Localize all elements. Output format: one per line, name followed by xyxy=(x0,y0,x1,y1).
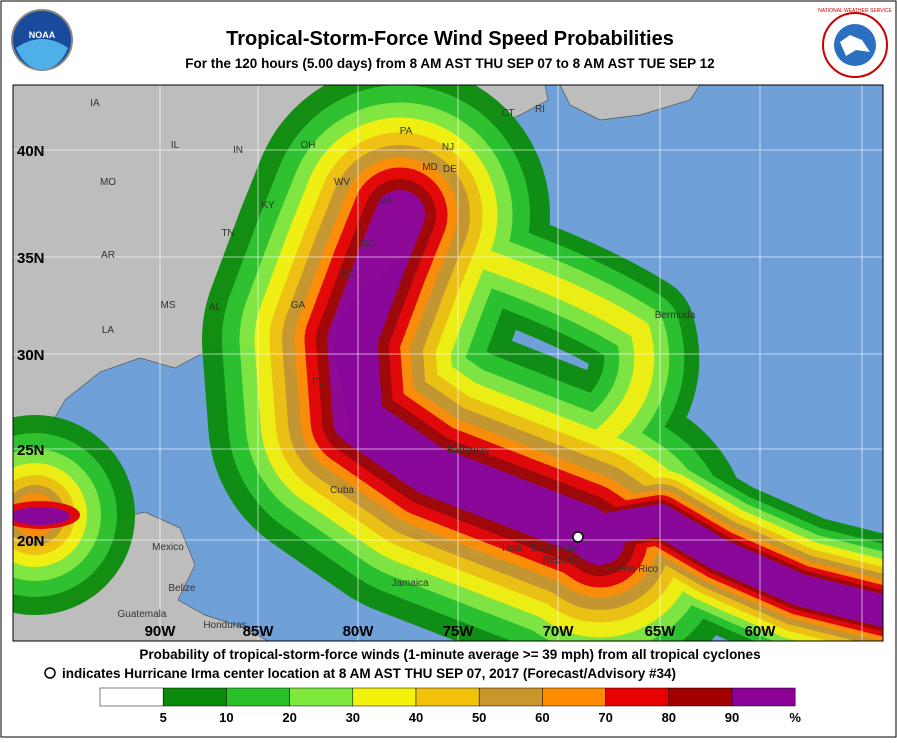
longitude-label: 80W xyxy=(343,623,375,640)
place-label: LA xyxy=(102,325,115,336)
title: Tropical-Storm-Force Wind Speed Probabil… xyxy=(226,28,674,50)
longitude-label: 75W xyxy=(443,623,475,640)
swath-band xyxy=(327,190,625,565)
legend-label: 80 xyxy=(662,710,676,725)
place-label: CT xyxy=(501,108,514,119)
place-label: MD xyxy=(422,162,438,173)
latitude-label: 40N xyxy=(17,143,45,160)
place-label: RI xyxy=(535,104,545,115)
place-label: AL xyxy=(209,302,222,313)
legend-swatch xyxy=(668,687,733,707)
place-label: IL xyxy=(171,140,180,151)
legend-swatch xyxy=(352,687,417,707)
noaa-logo: NOAA xyxy=(11,9,73,71)
latitude-label: 30N xyxy=(17,347,45,364)
legend-label: 50 xyxy=(472,710,486,725)
place-label: Guatemala xyxy=(118,609,167,620)
place-label: VA xyxy=(380,196,393,207)
place-label: IN xyxy=(233,145,243,156)
legend-label: 30 xyxy=(346,710,360,725)
place-label: IA xyxy=(90,98,100,109)
place-label: Dominican xyxy=(531,543,578,554)
longitude-label: 90W xyxy=(145,623,177,640)
latitude-label: 20N xyxy=(17,533,45,550)
place-label: NC xyxy=(361,239,375,250)
place-label: Bahamas xyxy=(447,445,489,456)
place-label: Mexico xyxy=(152,542,184,553)
latitude-label: 35N xyxy=(17,250,45,267)
legend-swatch xyxy=(226,687,290,707)
graticule xyxy=(13,85,883,641)
place-label: PA xyxy=(400,126,413,137)
swath-band xyxy=(400,225,655,460)
place-label: Haiti xyxy=(502,543,522,554)
place-label: Jamaica xyxy=(391,578,429,589)
longitude-label: 85W xyxy=(243,623,275,640)
legend-label: 5 xyxy=(160,710,167,725)
center-symbol xyxy=(44,667,56,679)
place-label: NJ xyxy=(442,142,454,153)
place-label: DE xyxy=(443,164,457,175)
place-label: Belize xyxy=(168,583,196,594)
nws-logo: NATIONAL WEATHER SERVICE xyxy=(818,8,893,78)
legend-swatch xyxy=(99,687,164,707)
legend-label: 90 xyxy=(725,710,739,725)
place-label: MO xyxy=(100,177,116,188)
place-label: Honduras xyxy=(203,620,246,631)
legend: 5 10 20 30 40 50 60 70 80 90% xyxy=(99,687,801,725)
place-label: SC xyxy=(341,269,355,280)
longitude-label: 65W xyxy=(645,623,677,640)
place-label: GA xyxy=(291,300,306,311)
logo-text: NATIONAL WEATHER SERVICE xyxy=(818,8,892,14)
legend-swatch xyxy=(415,687,480,707)
legend-swatch xyxy=(478,687,543,707)
legend-swatch xyxy=(605,687,670,707)
storm-center xyxy=(572,531,584,543)
place-label: TN xyxy=(221,228,234,239)
swath-band xyxy=(13,507,70,525)
legend-label: 70 xyxy=(598,710,612,725)
place-label: MS xyxy=(161,300,176,311)
place-label: Puerto Rico xyxy=(606,564,659,575)
subtitle: For the 120 hours (5.00 days) from 8 AM … xyxy=(185,56,714,71)
legend-unit: % xyxy=(789,710,801,725)
legend-label: 10 xyxy=(219,710,233,725)
probability-swaths xyxy=(13,85,883,641)
place-label: Bermuda xyxy=(655,310,696,321)
legend-swatch xyxy=(542,687,606,707)
caption: Probability of tropical-storm-force wind… xyxy=(139,647,760,662)
legend-swatch xyxy=(731,687,796,707)
map-border xyxy=(12,84,884,642)
caption: indicates Hurricane Irma center location… xyxy=(62,666,676,681)
swath-band xyxy=(584,504,883,628)
logo-text: NOAA xyxy=(29,30,56,40)
longitude-label: 70W xyxy=(543,623,575,640)
place-label: WV xyxy=(334,177,350,188)
legend-label: 60 xyxy=(535,710,549,725)
latitude-label: 25N xyxy=(17,442,45,459)
place-label: Republic xyxy=(543,555,582,566)
legend-label: 40 xyxy=(409,710,423,725)
place-label: Cuba xyxy=(330,485,354,496)
place-label: OH xyxy=(301,140,316,151)
legend-label: 20 xyxy=(282,710,296,725)
longitude-label: 60W xyxy=(745,623,777,640)
legend-swatch xyxy=(162,687,227,707)
map: IA IL IN OH PA CT RI MO KY WV VA MD DE NJ TN NC AR SC MS AL… xyxy=(13,85,883,641)
legend-swatch xyxy=(289,687,354,707)
place-label: AR xyxy=(101,250,115,261)
place-label: KY xyxy=(261,200,275,211)
place-label: FL xyxy=(312,377,324,388)
